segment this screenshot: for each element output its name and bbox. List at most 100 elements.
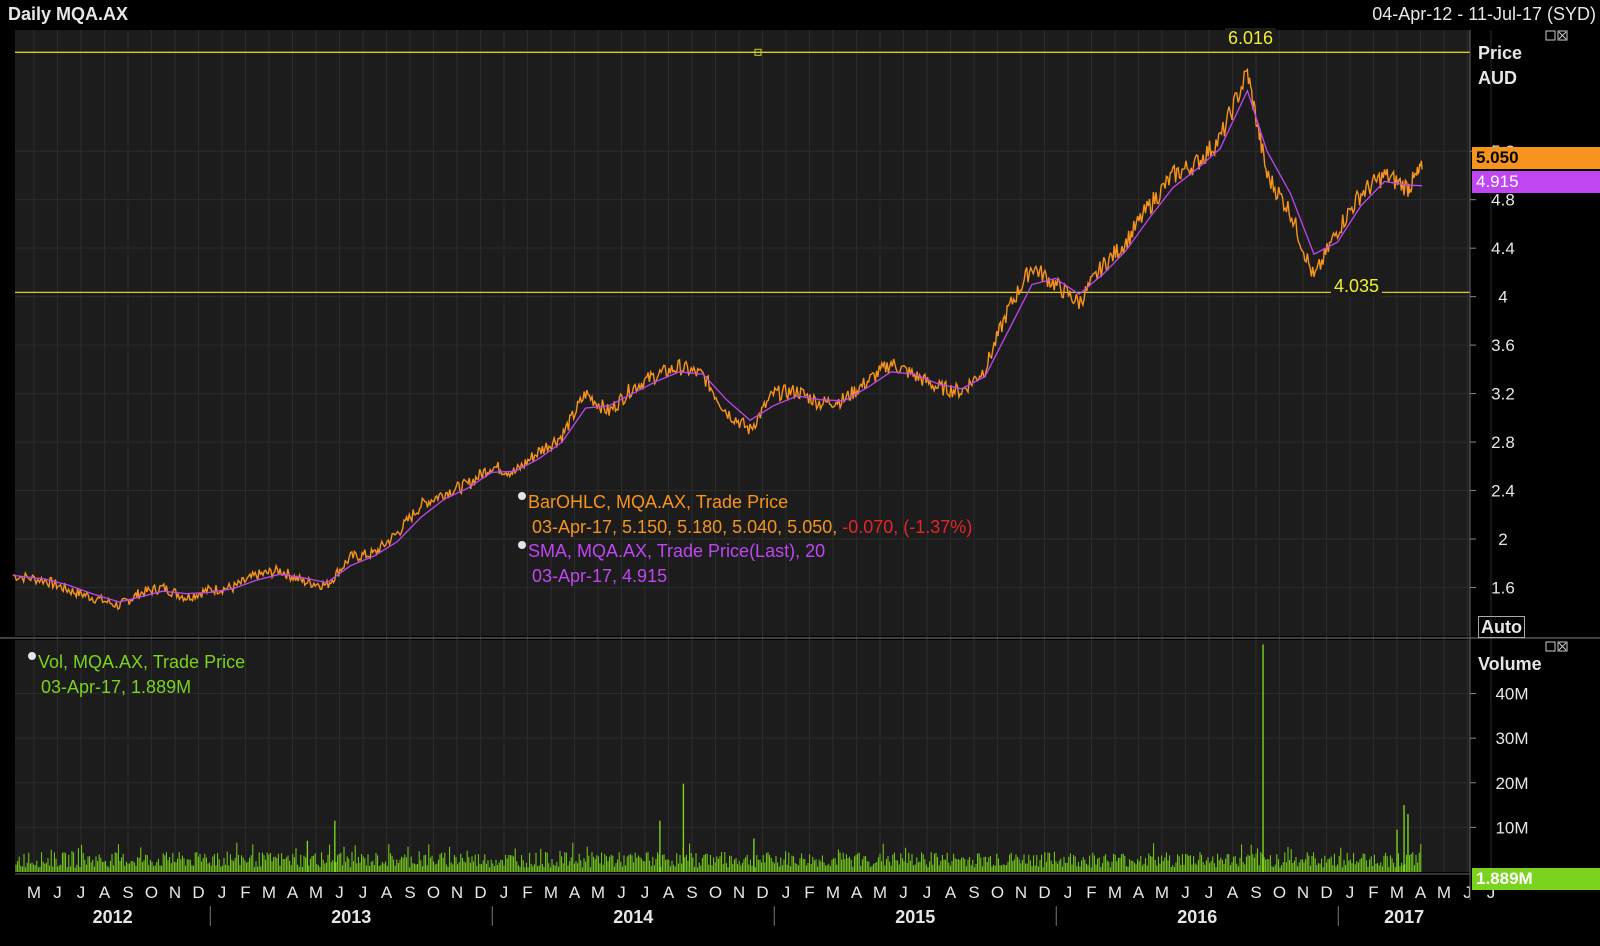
restore-icon[interactable]: [1545, 30, 1556, 41]
x-tick-label: S: [968, 883, 979, 902]
series-lines: [12, 67, 1423, 611]
x-tick-label: D: [1038, 883, 1050, 902]
x-tick-label: N: [733, 883, 745, 902]
x-tick-label: J: [359, 883, 368, 902]
x-tick-label: A: [1133, 883, 1145, 902]
x-tick-label: N: [1015, 883, 1027, 902]
volume-legend-title: Vol, MQA.AX, Trade Price: [28, 652, 245, 673]
x-tick-label: M: [826, 883, 840, 902]
x-tick-label: M: [1155, 883, 1169, 902]
volume-axis-title: Volume: [1478, 654, 1542, 674]
x-tick-label: N: [169, 883, 181, 902]
x-tick-label: F: [522, 883, 532, 902]
sma-value-tag: 4.915: [1472, 171, 1600, 193]
x-tick-label: A: [287, 883, 299, 902]
bar-legend-title: BarOHLC, MQA.AX, Trade Price: [518, 492, 788, 513]
price-tick-label: 2.8: [1491, 433, 1515, 452]
x-tick-label: N: [451, 883, 463, 902]
volume-bars: [15, 644, 1422, 872]
x-tick-label: F: [240, 883, 250, 902]
x-tick-label: J: [77, 883, 86, 902]
price-tick-label: 4.8: [1491, 191, 1515, 210]
x-tick-label: J: [53, 883, 62, 902]
volume-tick-label: 30M: [1495, 729, 1528, 748]
price-tick-label: 2.4: [1491, 482, 1515, 501]
volume-legend-values: 03-Apr-17, 1.889M: [41, 677, 192, 697]
x-tick-label: M: [262, 883, 276, 902]
close-icon[interactable]: [1557, 641, 1568, 652]
sma-series-line: [12, 88, 1423, 603]
price-tick-label: 3.2: [1491, 385, 1515, 404]
year-label: 2012: [93, 907, 133, 927]
close-icon[interactable]: [1557, 30, 1568, 41]
year-label: 2014: [613, 907, 653, 927]
price-tick-label: 1.6: [1491, 579, 1515, 598]
year-label: 2013: [331, 907, 371, 927]
last-price-tag: 5.050: [1472, 147, 1600, 169]
x-tick-label: M: [591, 883, 605, 902]
price-panel-controls[interactable]: [1545, 30, 1568, 41]
legend-bullet-icon[interactable]: [28, 652, 36, 660]
volume-panel-controls[interactable]: [1545, 641, 1568, 652]
x-tick-label: A: [1227, 883, 1239, 902]
x-tick-label: S: [686, 883, 697, 902]
year-label: 2016: [1177, 907, 1217, 927]
auto-scale-button[interactable]: Auto: [1478, 616, 1525, 638]
x-tick-label: J: [1205, 883, 1214, 902]
x-tick-label: J: [500, 883, 509, 902]
bar-legend-values: 03-Apr-17, 5.150, 5.180, 5.040, 5.050, -…: [532, 517, 973, 537]
grid: [15, 30, 1492, 872]
x-tick-label: A: [945, 883, 957, 902]
year-label: 2015: [895, 907, 935, 927]
x-tick-label: M: [544, 883, 558, 902]
last-volume-tag: 1.889M: [1472, 868, 1600, 890]
x-tick-label: D: [756, 883, 768, 902]
price-tick-label: 3.6: [1491, 336, 1515, 355]
price-series-line: [12, 67, 1423, 611]
currency-axis-title: AUD: [1478, 68, 1517, 88]
x-tick-label: J: [218, 883, 227, 902]
x-tick-label: O: [145, 883, 158, 902]
price-tick-label: 4: [1498, 288, 1507, 307]
x-tick-label: S: [404, 883, 415, 902]
x-tick-label: J: [782, 883, 791, 902]
x-tick-label: A: [1415, 883, 1427, 902]
low-label: 4.035: [1331, 276, 1383, 297]
price-plot-area: [15, 30, 1470, 636]
x-tick-label: A: [99, 883, 111, 902]
x-tick-label: S: [1250, 883, 1261, 902]
x-tick-label: J: [1346, 883, 1355, 902]
x-tick-label: O: [709, 883, 722, 902]
x-tick-label: D: [192, 883, 204, 902]
x-tick-label: A: [851, 883, 863, 902]
x-tick-label: M: [27, 883, 41, 902]
x-tick-label: J: [1463, 883, 1472, 902]
x-tick-label: S: [122, 883, 133, 902]
x-tick-label: J: [335, 883, 344, 902]
x-tick-label: F: [1086, 883, 1096, 902]
x-tick-label: O: [427, 883, 440, 902]
sma-legend-values: 03-Apr-17, 4.915: [532, 566, 668, 586]
chart-title: Daily MQA.AX: [8, 4, 129, 24]
x-tick-label: J: [923, 883, 932, 902]
x-tick-label: M: [873, 883, 887, 902]
x-tick-label: A: [381, 883, 393, 902]
legend-bullet-icon[interactable]: [518, 492, 526, 500]
volume-tick-label: 10M: [1495, 818, 1528, 837]
sma-legend-title: SMA, MQA.AX, Trade Price(Last), 20: [518, 541, 825, 562]
restore-icon[interactable]: [1545, 641, 1556, 652]
volume-tick-label: 40M: [1495, 685, 1528, 704]
x-tick-label: O: [991, 883, 1004, 902]
volume-tick-label: 20M: [1495, 774, 1528, 793]
x-tick-label: J: [1181, 883, 1190, 902]
x-tick-label: D: [1320, 883, 1332, 902]
x-tick-label: J: [899, 883, 908, 902]
x-tick-label: M: [1437, 883, 1451, 902]
x-tick-label: J: [617, 883, 626, 902]
x-tick-label: A: [569, 883, 581, 902]
legend-bullet-icon[interactable]: [518, 541, 526, 549]
volume-plot-area: [15, 640, 1470, 872]
